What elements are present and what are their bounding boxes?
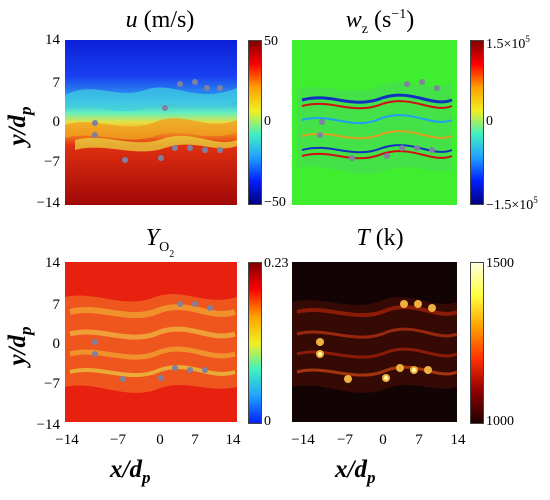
y-tick: 0 — [52, 336, 61, 352]
x-tick: −7 — [337, 432, 353, 448]
x-tick: 14 — [225, 432, 241, 448]
t-field-svg — [292, 262, 457, 422]
x-tick: 0 — [379, 432, 387, 448]
y-tick: −7 — [44, 376, 60, 392]
wz-colorbar — [470, 40, 484, 205]
oxygen-fraction-field — [65, 262, 237, 422]
y-tick: 14 — [45, 255, 60, 271]
u-field-svg — [65, 40, 237, 205]
wz-colorbar-mid: 0 — [486, 114, 493, 129]
t-colorbar — [470, 262, 484, 424]
yo2-field-svg — [65, 262, 237, 422]
x-tick: 7 — [415, 432, 423, 448]
y-tick: 7 — [52, 297, 61, 313]
title-wz-sub: z — [361, 22, 368, 37]
y-tick: −7 — [44, 154, 60, 170]
panel-title-wz: wz (s−1) — [325, 8, 435, 37]
x-tick: −14 — [291, 432, 315, 448]
x-tick: −7 — [110, 432, 126, 448]
panel-title-u: u (m/s) — [105, 8, 215, 32]
title-t-unit: (k) — [375, 225, 404, 251]
yo2-colorbar — [248, 262, 262, 424]
title-yo2-subsub: 2 — [169, 249, 175, 260]
x-tick: 7 — [191, 432, 199, 448]
y-tick: 0 — [52, 114, 61, 130]
title-wz-symbol: w — [345, 7, 362, 33]
t-colorbar-min: 1000 — [486, 414, 514, 429]
u-colorbar-mid: 0 — [264, 114, 271, 129]
t-colorbar-max: 1500 — [486, 256, 514, 271]
title-yo2-sub: O — [159, 240, 170, 255]
vorticity-field — [292, 40, 457, 205]
x-tick: 0 — [156, 432, 164, 448]
u-colorbar-max: 50 — [264, 34, 278, 49]
x-tick: −14 — [55, 432, 79, 448]
title-wz-unit-sup: −1 — [391, 7, 407, 22]
y-tick: −14 — [36, 417, 60, 433]
panel-title-t: T (k) — [330, 226, 430, 250]
yo2-colorbar-max: 0.23 — [264, 256, 289, 271]
panel-title-yo2: YO2 — [110, 226, 210, 260]
title-yo2-symbol: Y — [145, 225, 160, 251]
wz-colorbar-max: 1.5×105 — [486, 34, 530, 52]
x-axis-title-right: x/dp — [335, 456, 376, 487]
y-tick: −14 — [36, 195, 60, 211]
yo2-colorbar-min: 0 — [264, 414, 271, 429]
u-velocity-field — [65, 40, 237, 205]
x-tick: 14 — [450, 432, 466, 448]
title-wz-unit: (s — [373, 7, 392, 33]
y-tick: 14 — [45, 32, 60, 48]
u-colorbar — [248, 40, 262, 205]
wz-colorbar-min: −1.5×105 — [486, 195, 538, 213]
title-t-symbol: T — [356, 225, 370, 251]
x-axis-title-left: x/dp — [110, 456, 151, 487]
y-tick: 7 — [52, 75, 61, 91]
title-u-unit: (m/s) — [143, 7, 195, 33]
temperature-field — [292, 262, 457, 422]
title-wz-unit-close: ) — [406, 7, 415, 33]
u-colorbar-min: −50 — [264, 195, 286, 210]
wz-field-svg — [292, 40, 457, 205]
title-u-symbol: u — [125, 7, 138, 33]
